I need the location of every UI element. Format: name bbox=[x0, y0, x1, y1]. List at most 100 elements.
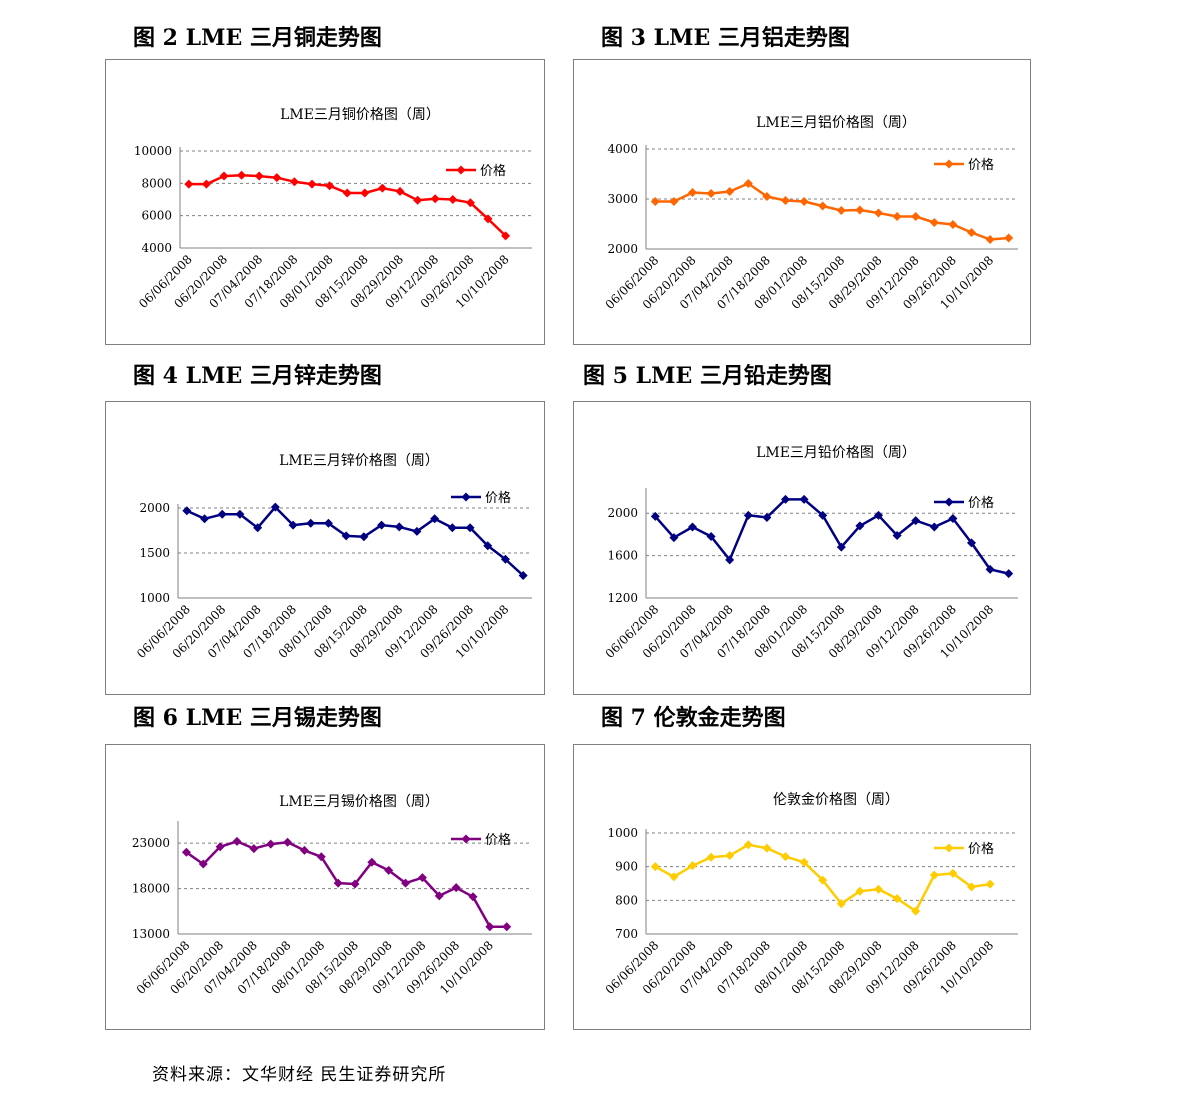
y-tick-label: 2000 bbox=[139, 501, 170, 515]
data-point bbox=[706, 532, 716, 542]
data-point bbox=[948, 868, 958, 878]
data-point bbox=[401, 878, 411, 888]
data-point bbox=[412, 526, 422, 536]
y-tick-label: 800 bbox=[615, 893, 638, 907]
data-point bbox=[669, 872, 679, 882]
data-point bbox=[836, 899, 846, 909]
legend-label: 价格 bbox=[480, 163, 506, 179]
source-note: 资料来源：文华财经 民生证券研究所 bbox=[152, 1065, 447, 1085]
y-tick-label: 6000 bbox=[141, 209, 172, 223]
data-point bbox=[198, 859, 208, 869]
data-point bbox=[967, 882, 976, 892]
y-tick-label: 2000 bbox=[607, 242, 638, 256]
figure-heading-tin: 图 6 LME 三月锡走势图 bbox=[133, 705, 382, 731]
data-point bbox=[855, 205, 865, 215]
data-point bbox=[483, 214, 493, 224]
zinc-chart: LME三月锌价格图（周） 1000 1500 2000 06/06/2008 06/20/… bbox=[105, 401, 545, 695]
data-point bbox=[650, 511, 660, 521]
data-point bbox=[430, 194, 440, 204]
data-point bbox=[283, 837, 293, 847]
data-point bbox=[219, 171, 229, 181]
data-point bbox=[253, 523, 263, 533]
data-point bbox=[254, 171, 264, 181]
data-point bbox=[743, 510, 753, 520]
legend-marker bbox=[944, 159, 954, 169]
gold-chart: 伦敦金价格图（周） 700 800 900 1000 06/06/2008 06/20/20… bbox=[573, 744, 1031, 1030]
data-point bbox=[948, 220, 958, 229]
data-point bbox=[892, 212, 902, 221]
data-point bbox=[762, 192, 772, 201]
data-point bbox=[874, 208, 883, 218]
series-line bbox=[185, 840, 507, 928]
data-point bbox=[669, 197, 679, 206]
data-point bbox=[483, 541, 493, 551]
data-point bbox=[434, 891, 444, 901]
data-point bbox=[874, 884, 883, 894]
data-point bbox=[417, 873, 427, 883]
data-point bbox=[500, 554, 510, 564]
gold-chart-svg: 伦敦金价格图（周）700800900100006/06/200806/20/20… bbox=[603, 792, 1018, 997]
data-point bbox=[359, 532, 369, 542]
chart-title: LME三月铅价格图（周） bbox=[756, 445, 916, 461]
y-tick-label: 4000 bbox=[607, 142, 638, 156]
data-point bbox=[874, 510, 883, 520]
data-point bbox=[485, 922, 495, 932]
data-point bbox=[743, 840, 753, 850]
chart-title: LME三月锌价格图（周） bbox=[279, 453, 439, 469]
data-point bbox=[929, 218, 939, 227]
data-point bbox=[818, 510, 828, 520]
data-point bbox=[985, 235, 995, 244]
data-point bbox=[892, 894, 902, 904]
data-point bbox=[341, 531, 351, 541]
data-point bbox=[799, 197, 809, 206]
y-tick-label: 700 bbox=[615, 927, 638, 941]
y-tick-label: 1000 bbox=[607, 826, 638, 840]
series-line bbox=[188, 174, 507, 237]
figure-heading-zinc: 图 4 LME 三月锌走势图 bbox=[133, 363, 382, 389]
data-point bbox=[323, 518, 333, 528]
data-point bbox=[799, 857, 809, 867]
chart-title: LME三月锡价格图（周） bbox=[279, 794, 439, 810]
data-point bbox=[725, 555, 735, 565]
data-point bbox=[394, 522, 404, 532]
data-point bbox=[182, 506, 192, 516]
y-tick-label: 1600 bbox=[607, 549, 638, 563]
legend-marker bbox=[461, 492, 471, 502]
copper-chart: LME三月铜价格图（周） 4000 6000 8000 10000 06/06/2008 0… bbox=[105, 59, 545, 345]
data-point bbox=[342, 188, 352, 198]
data-point bbox=[502, 922, 512, 932]
data-point bbox=[384, 865, 394, 875]
chart-title: LME三月铝价格图（周） bbox=[756, 115, 916, 131]
legend-marker bbox=[461, 834, 471, 844]
data-point bbox=[762, 512, 772, 522]
figure-heading-copper: 图 2 LME 三月铜走势图 bbox=[133, 25, 382, 51]
data-point bbox=[706, 852, 716, 862]
legend-label: 价格 bbox=[485, 832, 511, 848]
chart-title: LME三月铜价格图（周） bbox=[280, 107, 440, 123]
data-point bbox=[781, 852, 790, 862]
data-point bbox=[200, 514, 210, 524]
legend-label: 价格 bbox=[968, 841, 994, 857]
legend-label: 价格 bbox=[968, 157, 994, 173]
lead-chart: LME三月铅价格图（周） 1200 1600 2000 06/06/2008 06/20/… bbox=[573, 401, 1031, 695]
data-point bbox=[855, 521, 865, 531]
y-tick-label: 1500 bbox=[139, 546, 170, 560]
data-point bbox=[818, 875, 828, 885]
data-point bbox=[237, 170, 247, 180]
y-tick-label: 13000 bbox=[132, 927, 170, 941]
figure-heading-lead: 图 5 LME 三月铅走势图 bbox=[583, 363, 832, 389]
data-point bbox=[1004, 569, 1014, 579]
data-point bbox=[215, 842, 225, 852]
data-point bbox=[184, 179, 194, 189]
series-line bbox=[654, 498, 1009, 575]
data-point bbox=[448, 195, 458, 204]
figure-heading-gold: 图 7 伦敦金走势图 bbox=[601, 705, 786, 731]
data-point bbox=[272, 173, 282, 183]
data-point bbox=[836, 206, 846, 215]
y-tick-label: 3000 bbox=[607, 192, 638, 206]
data-point bbox=[967, 228, 976, 237]
data-point bbox=[855, 886, 865, 896]
data-point bbox=[892, 530, 902, 540]
tin-chart-svg: LME三月锡价格图（周）13000180002300006/06/200806/… bbox=[132, 794, 532, 997]
data-point bbox=[181, 847, 191, 857]
